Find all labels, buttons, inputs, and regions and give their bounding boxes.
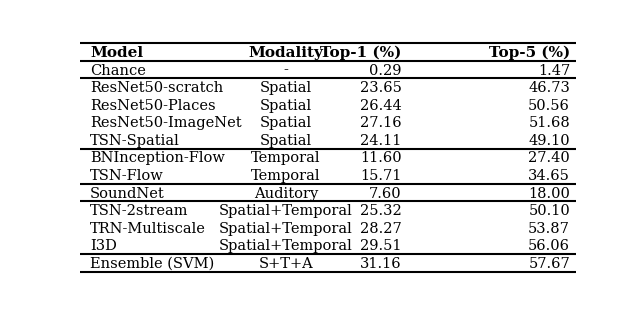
- Text: 46.73: 46.73: [528, 81, 570, 95]
- Text: ResNet50-Places: ResNet50-Places: [90, 99, 216, 113]
- Text: 29.51: 29.51: [360, 239, 401, 253]
- Text: BNInception-Flow: BNInception-Flow: [90, 151, 225, 165]
- Text: Top-5 (%): Top-5 (%): [489, 46, 570, 60]
- Text: Temporal: Temporal: [251, 151, 321, 165]
- Text: 0.29: 0.29: [369, 64, 401, 77]
- Text: Chance: Chance: [90, 64, 146, 77]
- Text: 49.10: 49.10: [529, 134, 570, 148]
- Text: Spatial: Spatial: [260, 81, 312, 95]
- Text: 23.65: 23.65: [360, 81, 401, 95]
- Text: 50.56: 50.56: [528, 99, 570, 113]
- Text: 31.16: 31.16: [360, 257, 401, 271]
- Text: Model: Model: [90, 46, 143, 60]
- Text: Modality: Modality: [248, 46, 323, 60]
- Text: ResNet50-ImageNet: ResNet50-ImageNet: [90, 116, 241, 130]
- Text: 25.32: 25.32: [360, 204, 401, 218]
- Text: 50.10: 50.10: [528, 204, 570, 218]
- Text: -: -: [284, 64, 288, 77]
- Text: 53.87: 53.87: [528, 222, 570, 236]
- Text: Ensemble (SVM): Ensemble (SVM): [90, 257, 214, 271]
- Text: Spatial+Temporal: Spatial+Temporal: [219, 222, 353, 236]
- Text: S+T+A: S+T+A: [259, 257, 313, 271]
- Text: Spatial: Spatial: [260, 99, 312, 113]
- Text: ResNet50-scratch: ResNet50-scratch: [90, 81, 223, 95]
- Text: Top-1 (%): Top-1 (%): [320, 46, 401, 60]
- Text: 28.27: 28.27: [360, 222, 401, 236]
- Text: TSN-Spatial: TSN-Spatial: [90, 134, 180, 148]
- Text: 51.68: 51.68: [528, 116, 570, 130]
- Text: TRN-Multiscale: TRN-Multiscale: [90, 222, 206, 236]
- Text: Spatial+Temporal: Spatial+Temporal: [219, 239, 353, 253]
- Text: SoundNet: SoundNet: [90, 187, 164, 201]
- Text: I3D: I3D: [90, 239, 116, 253]
- Text: TSN-2stream: TSN-2stream: [90, 204, 188, 218]
- Text: 1.47: 1.47: [538, 64, 570, 77]
- Text: Spatial: Spatial: [260, 134, 312, 148]
- Text: 24.11: 24.11: [360, 134, 401, 148]
- Text: 11.60: 11.60: [360, 151, 401, 165]
- Text: 18.00: 18.00: [528, 187, 570, 201]
- Text: 15.71: 15.71: [360, 169, 401, 183]
- Text: Spatial+Temporal: Spatial+Temporal: [219, 204, 353, 218]
- Text: Auditory: Auditory: [253, 187, 318, 201]
- Text: 57.67: 57.67: [528, 257, 570, 271]
- Text: 27.40: 27.40: [528, 151, 570, 165]
- Text: 34.65: 34.65: [528, 169, 570, 183]
- Text: 27.16: 27.16: [360, 116, 401, 130]
- Text: TSN-Flow: TSN-Flow: [90, 169, 164, 183]
- Text: 7.60: 7.60: [369, 187, 401, 201]
- Text: Temporal: Temporal: [251, 169, 321, 183]
- Text: 56.06: 56.06: [528, 239, 570, 253]
- Text: 26.44: 26.44: [360, 99, 401, 113]
- Text: Spatial: Spatial: [260, 116, 312, 130]
